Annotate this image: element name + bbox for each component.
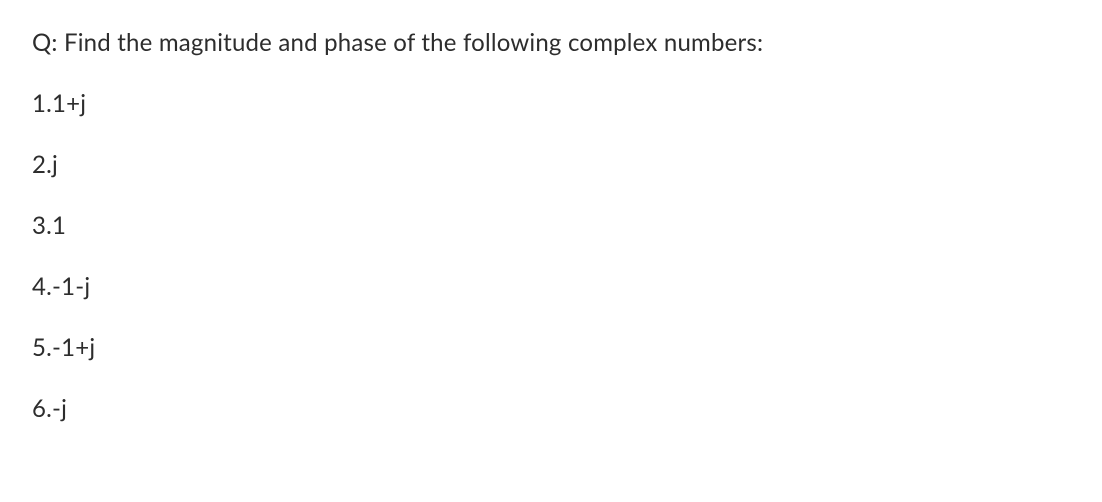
item-value: -1+j: [52, 333, 95, 362]
item-number: 3.: [32, 211, 52, 240]
item-value: -j: [52, 394, 67, 423]
item-value: -1-j: [52, 272, 90, 301]
question-text: Find the magnitude and phase of the foll…: [64, 28, 763, 57]
list-item: 1.1+j: [32, 89, 1070, 118]
question-line: Q: Find the magnitude and phase of the f…: [32, 28, 1070, 57]
item-number: 1.: [32, 89, 52, 118]
item-value: 1+j: [52, 89, 86, 118]
item-number: 4.: [32, 272, 52, 301]
list-item: 2.j: [32, 150, 1070, 179]
item-value: 1: [52, 211, 66, 240]
list-item: 5.-1+j: [32, 333, 1070, 362]
item-number: 6.: [32, 394, 52, 423]
list-item: 4.-1-j: [32, 272, 1070, 301]
item-number: 5.: [32, 333, 52, 362]
list-item: 6.-j: [32, 394, 1070, 423]
item-value: j: [52, 150, 58, 179]
question-prefix: Q:: [32, 28, 58, 57]
item-number: 2.: [32, 150, 52, 179]
list-item: 3.1: [32, 211, 1070, 240]
